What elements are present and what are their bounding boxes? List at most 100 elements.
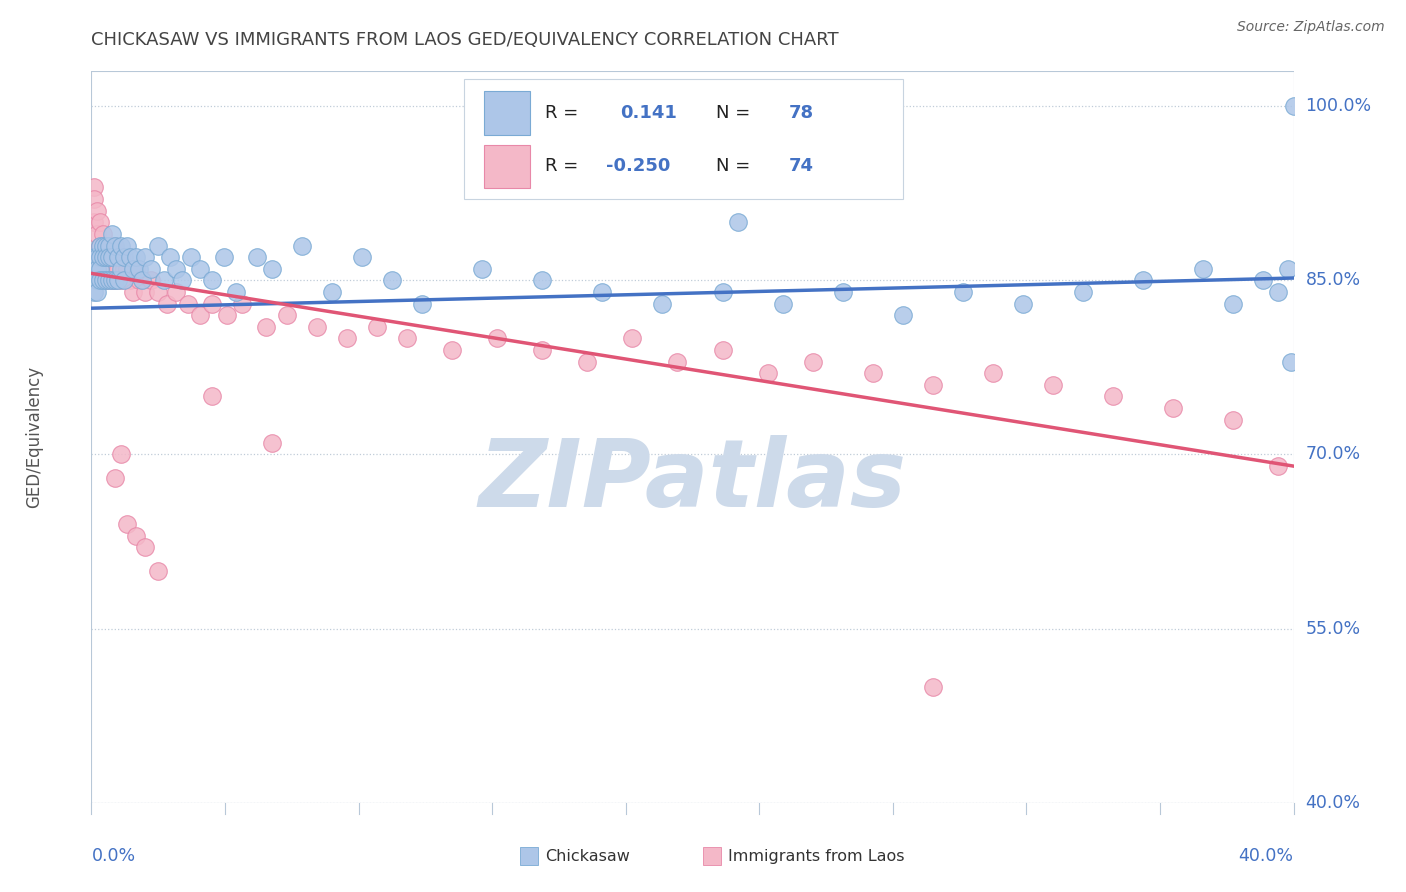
Point <box>225 285 247 299</box>
Point <box>107 273 129 287</box>
Point <box>922 680 945 694</box>
Point <box>1161 401 1184 415</box>
Point <box>891 308 914 322</box>
Point <box>276 308 298 322</box>
Point <box>651 296 673 310</box>
Point <box>471 261 494 276</box>
Text: 40.0%: 40.0% <box>1306 794 1361 812</box>
Point <box>188 308 211 322</box>
Point <box>93 261 115 276</box>
Point <box>260 261 283 276</box>
Point <box>114 250 136 264</box>
Point <box>146 238 169 252</box>
Point <box>801 354 824 368</box>
Point <box>83 261 105 276</box>
Point <box>96 238 118 252</box>
Point <box>101 238 124 252</box>
Point <box>201 296 224 310</box>
Point <box>101 273 124 287</box>
Point <box>411 296 433 310</box>
Point <box>141 261 163 276</box>
Point <box>89 273 111 287</box>
Point <box>86 203 108 218</box>
Point <box>104 471 127 485</box>
Point <box>96 238 118 252</box>
Point <box>146 285 169 299</box>
Point <box>98 238 121 252</box>
Text: 0.0%: 0.0% <box>91 847 135 865</box>
Point <box>89 238 111 252</box>
Text: Chickasaw: Chickasaw <box>546 849 630 863</box>
Point <box>96 250 118 264</box>
Point <box>89 215 111 229</box>
Point <box>146 564 169 578</box>
FancyBboxPatch shape <box>464 78 903 200</box>
Point <box>125 261 148 276</box>
Text: 100.0%: 100.0% <box>1306 97 1372 115</box>
Point <box>201 273 224 287</box>
Point <box>531 273 554 287</box>
Point <box>86 227 108 241</box>
Text: 85.0%: 85.0% <box>1306 271 1361 289</box>
Point <box>246 250 269 264</box>
Point <box>101 250 124 264</box>
Point <box>1102 389 1125 403</box>
Point <box>862 366 884 380</box>
Point <box>981 366 1004 380</box>
Point <box>1282 99 1305 113</box>
Point <box>152 273 174 287</box>
Point <box>756 366 779 380</box>
Point <box>104 273 127 287</box>
Point <box>1222 296 1244 310</box>
Point <box>922 377 945 392</box>
Point <box>110 261 132 276</box>
Text: 74: 74 <box>789 158 814 176</box>
Point <box>93 273 115 287</box>
Point <box>366 319 388 334</box>
Point <box>125 250 148 264</box>
Point <box>104 273 127 287</box>
Point <box>83 273 105 287</box>
Point <box>1042 377 1064 392</box>
Point <box>114 273 136 287</box>
Point <box>1071 285 1094 299</box>
Point <box>440 343 463 357</box>
Point <box>120 273 142 287</box>
Text: 55.0%: 55.0% <box>1306 620 1361 638</box>
Point <box>165 285 187 299</box>
Point <box>531 343 554 357</box>
Point <box>201 389 224 403</box>
Point <box>86 250 108 264</box>
Text: 0.141: 0.141 <box>620 104 678 122</box>
Point <box>98 273 121 287</box>
Point <box>98 250 121 264</box>
Point <box>86 273 108 287</box>
Text: -0.250: -0.250 <box>606 158 671 176</box>
Point <box>101 250 124 264</box>
Point <box>93 227 115 241</box>
Point <box>1277 261 1299 276</box>
Point <box>772 296 794 310</box>
Point <box>212 250 235 264</box>
Point <box>93 238 115 252</box>
Point <box>96 273 118 287</box>
Point <box>128 273 150 287</box>
Point <box>86 261 108 276</box>
Text: GED/Equivalency: GED/Equivalency <box>25 366 42 508</box>
Point <box>93 250 115 264</box>
Point <box>131 273 153 287</box>
Point <box>110 250 132 264</box>
Point <box>134 541 156 555</box>
Point <box>1132 273 1154 287</box>
Point <box>711 285 734 299</box>
Point <box>134 285 156 299</box>
Text: Source: ZipAtlas.com: Source: ZipAtlas.com <box>1237 20 1385 34</box>
Point <box>110 273 132 287</box>
Point <box>395 331 418 345</box>
Point <box>159 250 181 264</box>
Text: CHICKASAW VS IMMIGRANTS FROM LAOS GED/EQUIVALENCY CORRELATION CHART: CHICKASAW VS IMMIGRANTS FROM LAOS GED/EQ… <box>91 31 839 49</box>
Point <box>101 273 124 287</box>
Point <box>1267 459 1289 474</box>
Point <box>89 250 111 264</box>
Point <box>165 261 187 276</box>
